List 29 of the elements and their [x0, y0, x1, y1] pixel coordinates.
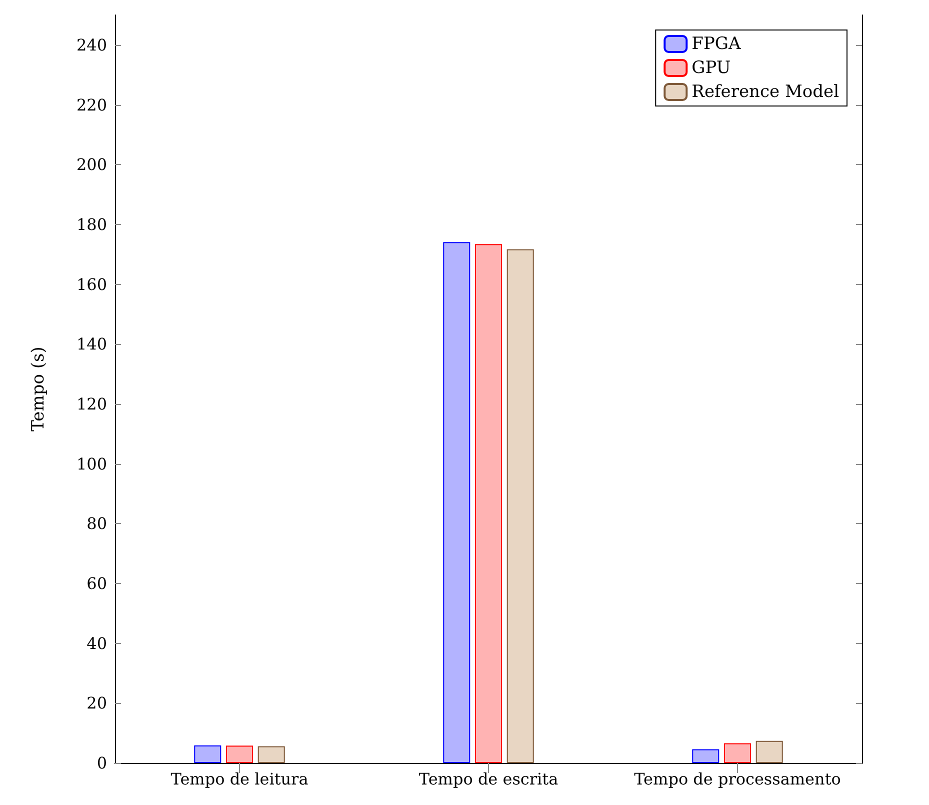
y-tick-label: 200 — [76, 155, 107, 174]
legend-label: FPGA — [692, 34, 742, 54]
y-tick-label: 60 — [86, 574, 107, 593]
bar — [692, 749, 720, 763]
bar — [258, 746, 285, 763]
bar — [194, 745, 222, 763]
bar — [724, 743, 751, 763]
y-tick-label: 160 — [76, 274, 107, 294]
y-tick-label: 0 — [96, 754, 107, 772]
legend-label: Reference Model — [692, 82, 840, 102]
y-tick-label: 220 — [76, 95, 107, 114]
x-tick-label: Tempo de escrita — [418, 770, 559, 788]
bar — [475, 244, 502, 763]
y-tick-label: 180 — [76, 214, 107, 234]
y-tick-label: 120 — [76, 394, 107, 414]
y-tick-label: 140 — [76, 334, 107, 354]
y-tick-label: 100 — [76, 454, 107, 474]
x-tick-label: Tempo de processamento — [634, 770, 841, 788]
y-tick-label: 80 — [86, 514, 107, 534]
y-tick-label: 240 — [76, 35, 107, 54]
bar — [443, 242, 470, 763]
x-tick-label: Tempo de leitura — [170, 770, 309, 788]
legend-label: GPU — [692, 58, 731, 78]
y-axis-title: Tempo (s) — [28, 346, 48, 432]
bar — [506, 249, 534, 763]
bar — [756, 740, 783, 763]
y-tick-label: 40 — [86, 634, 107, 653]
bar — [226, 746, 253, 763]
y-tick-label: 20 — [86, 694, 107, 713]
